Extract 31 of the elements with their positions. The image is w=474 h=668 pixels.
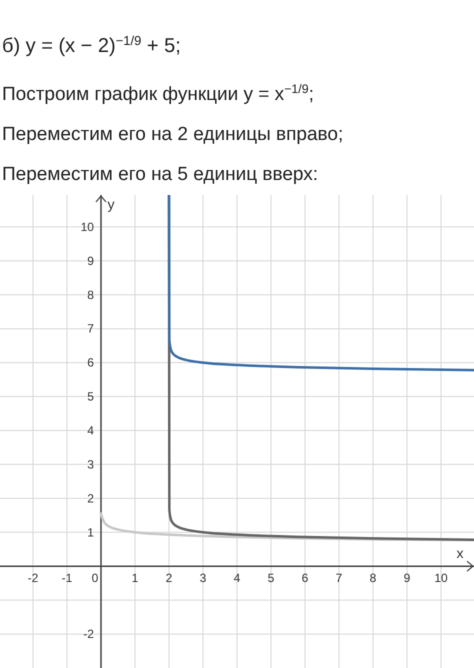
x-tick-label: -2 [28, 571, 39, 586]
y-tick-label: 2 [87, 491, 94, 506]
x-tick-label: 10 [434, 571, 448, 586]
y-tick-label: 7 [87, 322, 94, 336]
y-tick-label: 4 [87, 423, 94, 438]
x-tick-label: 8 [370, 571, 377, 586]
y-tick-label: 6 [87, 356, 94, 370]
x-tick-label: 3 [200, 571, 207, 586]
x-tick-label: 1 [132, 571, 139, 586]
x-tick-label: 0 [92, 571, 99, 586]
x-tick-label: 7 [336, 571, 343, 586]
y-tick-label: 5 [87, 390, 94, 404]
y-tick-label: -2 [83, 627, 94, 642]
x-axis-title: x [456, 545, 464, 562]
y-tick-label: 3 [87, 457, 94, 472]
x-tick-label: 2 [166, 571, 173, 586]
text: Построим график функции y = x$^{−1/9}$; [2, 82, 314, 105]
x-tick-label: 5 [268, 571, 275, 586]
x-tick-label: 6 [302, 571, 309, 586]
x-tick-label: -1 [62, 571, 73, 586]
text: Переместим его на 5 единиц вверх: [2, 164, 318, 185]
x-tick-label: 4 [234, 571, 241, 586]
line-series [168, 195, 474, 372]
chart-title: б) y = (x − 2)$^{−1/9}$ + 5; [2, 32, 181, 57]
y-tick-label: 8 [87, 288, 94, 302]
y-tick-label: 1 [87, 525, 94, 540]
x-tick-label: 9 [404, 571, 411, 586]
text: Переместим его на 2 единицы вправо; [2, 124, 344, 145]
y-tick-label: 10 [80, 220, 94, 234]
y-tick-label: 9 [87, 254, 94, 268]
y-axis-title: y [107, 196, 114, 212]
